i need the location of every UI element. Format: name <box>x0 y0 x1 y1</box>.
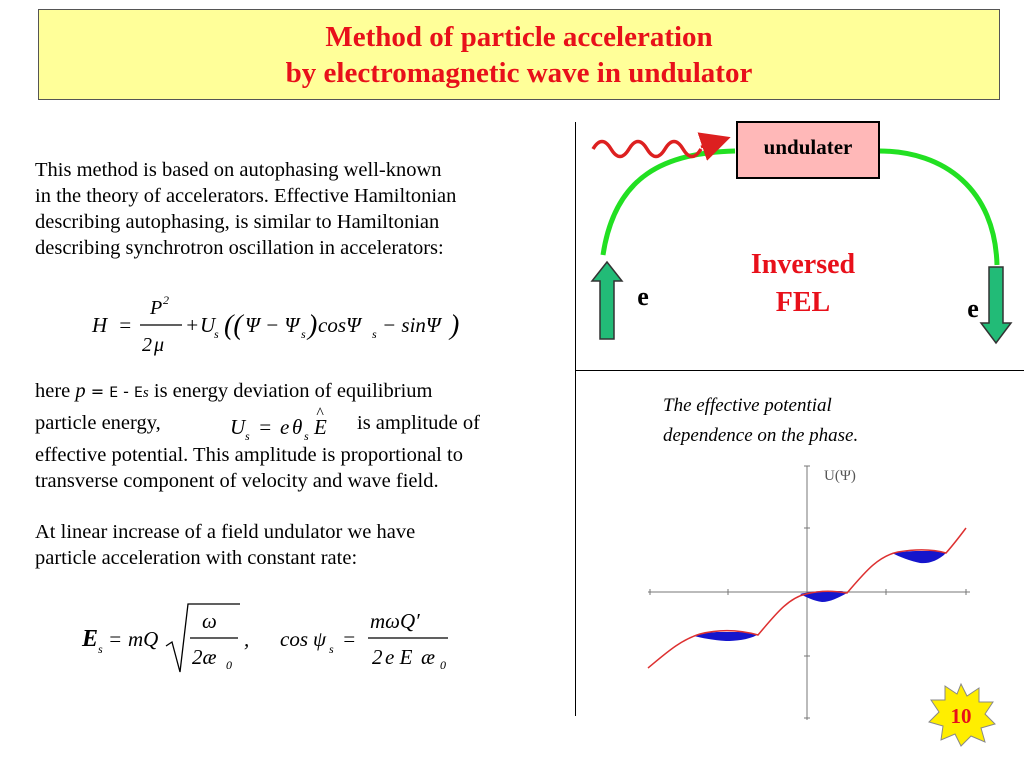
acceleration-line-1: At linear increase of a field undulator … <box>35 521 416 543</box>
page-number: 10 <box>951 704 972 728</box>
right-electron-label: e <box>967 294 979 323</box>
svg-text:− sinΨ: − sinΨ <box>382 313 443 337</box>
svg-text:mωQ′: mωQ′ <box>370 609 420 633</box>
y-axis-label: U(Ψ) <box>824 468 856 484</box>
definitions-line-1: here p = E - Es is energy deviation of e… <box>35 380 433 402</box>
svg-text:e E: e E <box>385 645 413 669</box>
caption-line-1: The effective potential <box>663 395 832 416</box>
acceleration-equation: E s = mQ ω 2æ 0 , cos ψ s = mωQ′ 2 e E æ… <box>81 603 448 673</box>
title-line-2: by electromagnetic wave in undulator <box>285 57 753 89</box>
undulator-label: undulater <box>764 135 853 159</box>
caption-line-2: dependence on the phase. <box>663 425 859 446</box>
intro-line-3: describing autophasing, is similar to Ha… <box>35 211 440 233</box>
svg-text:e: e <box>280 415 289 439</box>
arrow-up-icon <box>590 260 624 340</box>
svg-text:0: 0 <box>440 658 446 672</box>
svg-text:=: = <box>258 415 272 439</box>
left-arc <box>600 148 736 256</box>
svg-text:s: s <box>245 429 250 443</box>
svg-text:s: s <box>372 327 377 341</box>
svg-text:P: P <box>149 297 162 319</box>
svg-text:μ: μ <box>153 334 164 356</box>
svg-text:H: H <box>91 313 109 337</box>
intro-line-2: in the theory of accelerators. Effective… <box>35 185 457 207</box>
svg-text:2: 2 <box>372 645 383 669</box>
svg-text:=: = <box>342 627 356 651</box>
center-label-line-1: Inversed <box>751 249 856 280</box>
svg-text:mQ: mQ <box>128 627 158 651</box>
svg-text:E: E <box>313 415 327 439</box>
svg-text:2: 2 <box>163 293 169 307</box>
svg-text:0: 0 <box>226 658 232 672</box>
page-number-badge: 10 <box>928 682 996 747</box>
title-line-1: Method of particle acceleration <box>325 21 713 53</box>
wave-arrow-icon <box>697 132 731 161</box>
acceleration-line-2: particle acceleration with constant rate… <box>35 547 358 569</box>
center-label-line-2: FEL <box>776 287 830 318</box>
svg-text:+: + <box>185 313 199 337</box>
intro-line-1: This method is based on autophasing well… <box>35 159 442 181</box>
definitions-line-2: particle energy, is amplitude of <box>35 412 480 434</box>
svg-text:): ) <box>306 310 317 341</box>
right-arc <box>878 148 1000 266</box>
definitions-line-4: transverse component of velocity and wav… <box>35 470 439 492</box>
svg-text:U: U <box>200 313 217 337</box>
svg-text:æ: æ <box>421 645 435 669</box>
title-box: Method of particle acceleration by elect… <box>38 9 1000 100</box>
svg-text:θ: θ <box>292 415 302 439</box>
potential-well-right <box>892 551 946 564</box>
paragraph-intro: This method is based on autophasing well… <box>35 157 570 261</box>
starburst-icon <box>928 682 996 747</box>
axis-ticks <box>649 465 967 719</box>
svg-text:s: s <box>304 429 309 443</box>
potential-plot: U(Ψ) <box>647 465 970 720</box>
svg-text:U: U <box>230 415 247 439</box>
potential-curve <box>647 527 967 669</box>
svg-text:2æ: 2æ <box>192 645 217 669</box>
svg-text:cos: cos <box>280 627 308 651</box>
potential-well-center <box>800 591 847 602</box>
svg-text:=: = <box>118 313 132 337</box>
svg-text:,: , <box>244 627 249 651</box>
inversed-fel-diagram: undulater e e Inversed FEL <box>590 121 1013 345</box>
svg-text:s: s <box>301 327 306 341</box>
intro-line-4: describing synchrotron oscillation in ac… <box>35 237 444 259</box>
vertical-divider <box>575 122 576 716</box>
svg-text:=: = <box>108 627 122 651</box>
wave-icon <box>591 139 703 159</box>
undulator-box <box>736 121 880 179</box>
svg-text:Ψ − Ψ: Ψ − Ψ <box>245 313 301 337</box>
left-electron-label: e <box>637 282 649 311</box>
svg-text:cosΨ: cosΨ <box>318 313 363 337</box>
svg-text:s: s <box>98 642 103 656</box>
definitions-line-3: effective potential. This amplitude is p… <box>35 444 463 466</box>
svg-text:s: s <box>214 327 219 341</box>
svg-text:ψ: ψ <box>313 627 327 651</box>
amplitude-equation: U s = e θ s E ^ <box>230 406 327 443</box>
svg-text:): ) <box>448 310 459 341</box>
svg-text:s: s <box>329 642 334 656</box>
plot-caption: The effective potential dependence on th… <box>663 391 963 451</box>
arrow-down-icon <box>979 266 1013 345</box>
svg-text:^: ^ <box>316 406 324 422</box>
hamiltonian-equation: H = P 2 2 μ + U s (( Ψ − Ψ s ) cosΨ s − … <box>91 293 459 356</box>
horizontal-divider <box>575 370 1024 371</box>
paragraph-definitions: here p = E - Es is energy deviation of e… <box>35 378 575 494</box>
potential-well-left <box>694 632 757 641</box>
paragraph-acceleration: At linear increase of a field undulator … <box>35 519 575 571</box>
svg-text:E: E <box>81 626 98 652</box>
svg-text:((: (( <box>224 310 244 341</box>
svg-text:ω: ω <box>202 609 217 633</box>
svg-text:2: 2 <box>142 334 152 356</box>
